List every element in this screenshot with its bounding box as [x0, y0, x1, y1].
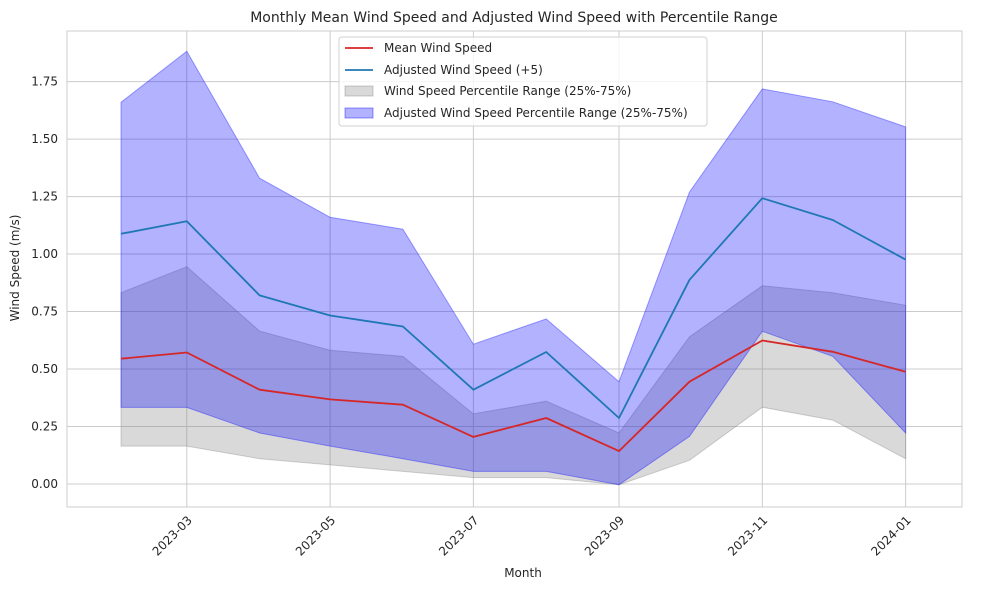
adjusted-wind-speed-line [120, 197, 907, 419]
y-tick-label: 0.25 [31, 420, 58, 434]
mean-wind-speed-line [120, 339, 906, 453]
y-tick-label: 1.75 [31, 75, 58, 89]
y-tick-label: 0.75 [31, 305, 58, 319]
legend-label-percentile: Wind Speed Percentile Range (25%-75%) [384, 84, 631, 98]
legend-frame [338, 36, 708, 127]
y-tick-label: 1.25 [31, 190, 58, 204]
x-tick-label: 2023-03 [150, 513, 195, 558]
x-tick-label: 2023-09 [582, 513, 627, 558]
wind-speed-percentile-band [120, 266, 907, 486]
y-tick-label: 1.00 [31, 247, 58, 261]
x-tick-label: 2023-11 [725, 513, 770, 558]
y-axis-label: Wind Speed (m/s) [8, 215, 22, 322]
x-tick-labels: 2023-03 2023-05 2023-07 2023-09 2023-11 2024-… [150, 513, 914, 558]
chart-title: Monthly Mean Wind Speed and Adjusted Win… [250, 10, 778, 26]
x-tick-label: 2023-05 [293, 513, 338, 558]
legend-label-mean: Mean Wind Speed [384, 41, 492, 55]
x-tick-label: 2024-01 [868, 513, 913, 558]
adjusted-wind-speed-percentile-band [120, 50, 907, 486]
x-axis-label: Month [504, 566, 542, 580]
legend: Mean Wind Speed Adjusted Wind Speed (+5)… [338, 36, 708, 127]
y-tick-label: 0.50 [31, 362, 58, 376]
legend-label-adjusted-percentile: Adjusted Wind Speed Percentile Range (25… [384, 106, 688, 120]
legend-swatch-percentile [344, 85, 374, 97]
percentile-bands [120, 50, 907, 486]
series-lines [120, 197, 907, 453]
x-tick-label: 2023-07 [436, 513, 481, 558]
y-tick-label: 1.50 [31, 132, 58, 146]
legend-label-adjusted: Adjusted Wind Speed (+5) [384, 63, 543, 77]
y-tick-labels: 0.00 0.25 0.50 0.75 1.00 1.25 1.50 1.75 [31, 75, 58, 491]
y-tick-label: 0.00 [31, 477, 58, 491]
legend-swatch-adjusted-percentile [344, 107, 374, 119]
plot-frame [66, 30, 963, 508]
